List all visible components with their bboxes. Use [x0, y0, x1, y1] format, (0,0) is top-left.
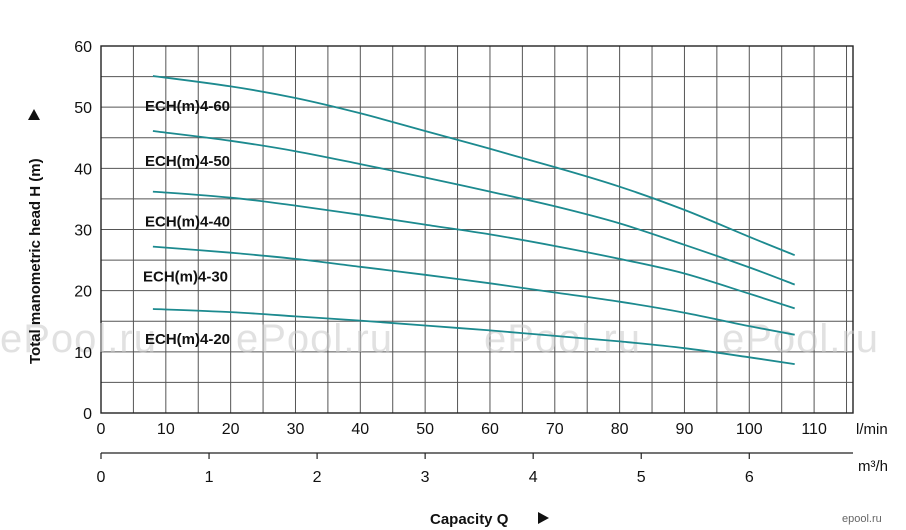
x-tick-label: 30	[287, 421, 305, 438]
x-tick-label: 60	[481, 421, 499, 438]
y-tick-label: 20	[74, 284, 92, 301]
series-line	[152, 75, 796, 257]
x-axis-arrow-icon	[538, 512, 549, 524]
x-tick-label: 40	[351, 421, 369, 438]
x-tick-label: 70	[546, 421, 564, 438]
x-tick-label: 80	[611, 421, 629, 438]
y-tick-label: 0	[83, 406, 92, 423]
grid	[100, 45, 854, 414]
watermark-text: ePool.ru	[484, 317, 641, 361]
series-line	[152, 308, 795, 365]
x-tick-label: 100	[736, 421, 763, 438]
x-tick-label: 110	[801, 421, 827, 438]
watermark-layer: ePool.ru ePool.ru ePool.ru ePool.ru	[0, 317, 879, 361]
watermark-text: ePool.ru	[0, 317, 157, 361]
y-tick-label: 40	[74, 161, 92, 178]
y-axis-arrow-icon	[28, 109, 40, 120]
x-unit-lmin: l/min	[856, 421, 888, 438]
x2-tick-label: 1	[205, 469, 214, 486]
site-logo: epool.ru	[842, 513, 882, 525]
series-label: ECH(m)4-30	[143, 269, 228, 286]
x-axis-title: Capacity Q	[430, 511, 509, 528]
plot-frame	[100, 45, 854, 414]
y-tick-label: 50	[74, 100, 92, 117]
x2-tick-label: 0	[97, 469, 106, 486]
x2-tick-label: 6	[745, 469, 754, 486]
x2-tick-label: 3	[421, 469, 430, 486]
y-tick-label: 60	[74, 39, 92, 56]
watermark-text: ePool.ru	[722, 317, 879, 361]
x-axis-m3h: 0 1 2 3 4 5 6	[97, 452, 853, 486]
x-tick-label: 20	[222, 421, 240, 438]
series-label: ECH(m)4-50	[145, 153, 230, 170]
series-labels: ECH(m)4-60 ECH(m)4-50 ECH(m)4-40 ECH(m)4-30…	[143, 98, 230, 348]
x-tick-label: 0	[97, 421, 106, 438]
series-label: ECH(m)4-40	[145, 214, 230, 231]
x-axis-ticks-lmin: 0 10 20 30 40 50 60 70 80 90 100 110	[97, 421, 827, 438]
series-line	[152, 190, 795, 310]
y-axis-title: Total manometric head H (m)	[27, 158, 44, 364]
series-line	[152, 245, 795, 336]
y-axis-ticks: 0 10 20 30 40 50 60	[74, 39, 92, 423]
series-line	[152, 130, 796, 286]
watermark-text: ePool.ru	[236, 317, 393, 361]
x2-tick-label: 5	[637, 469, 646, 486]
x-unit-m3h: m³/h	[858, 458, 888, 475]
x2-tick-label: 2	[313, 469, 322, 486]
x-tick-label: 50	[416, 421, 434, 438]
y-tick-label: 10	[74, 345, 92, 362]
series-label: ECH(m)4-20	[145, 331, 230, 348]
series-label: ECH(m)4-60	[145, 98, 230, 115]
x-tick-label: 10	[157, 421, 175, 438]
x-tick-label: 90	[676, 421, 694, 438]
x2-tick-label: 4	[529, 469, 538, 486]
curves	[152, 75, 796, 365]
y-tick-label: 30	[74, 223, 92, 240]
